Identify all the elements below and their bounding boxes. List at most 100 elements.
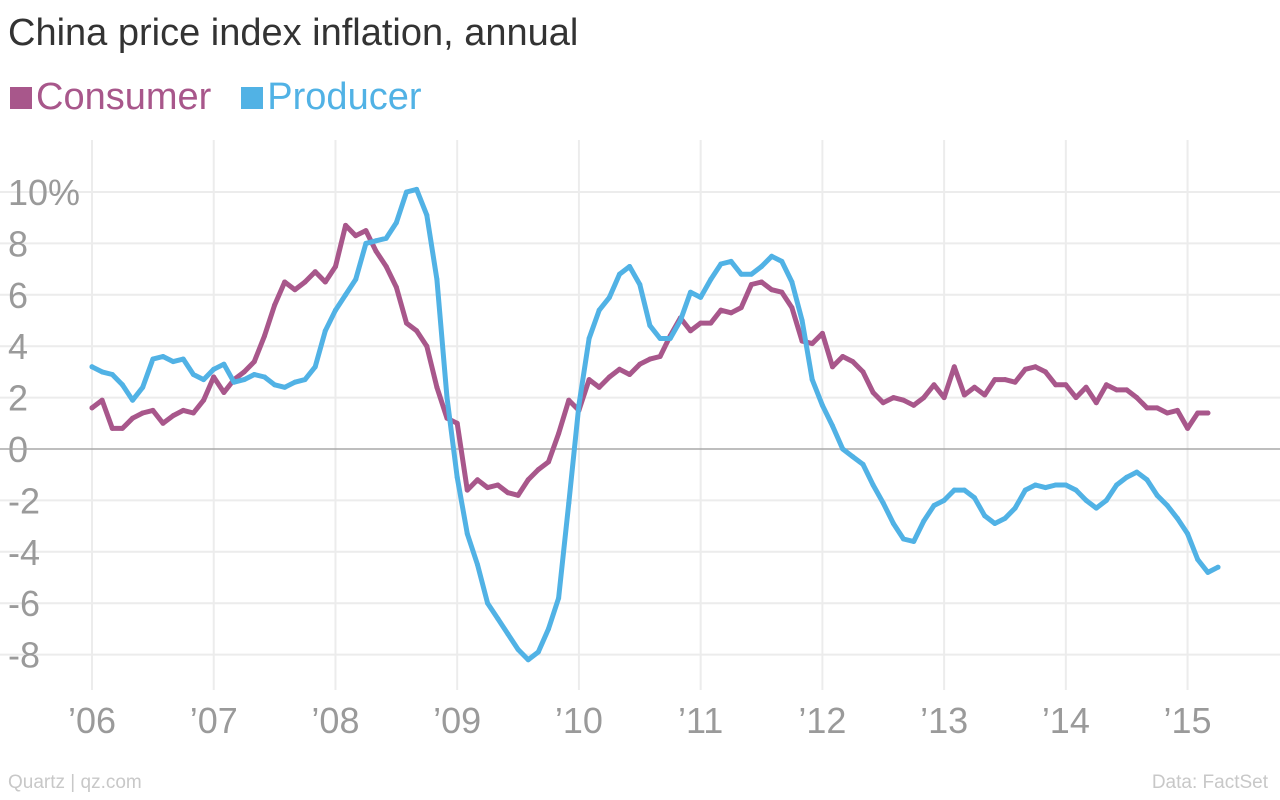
legend: Consumer Producer	[10, 76, 452, 119]
data-point-producer	[809, 377, 815, 383]
data-point-producer	[779, 258, 785, 264]
data-point-producer	[1215, 564, 1221, 570]
x-tick-label: ’14	[1042, 700, 1090, 741]
data-point-consumer	[211, 374, 217, 380]
data-point-producer	[1103, 497, 1109, 503]
data-point-producer	[718, 261, 724, 267]
legend-label-consumer: Consumer	[36, 76, 212, 118]
data-point-producer	[850, 454, 856, 460]
data-point-consumer	[769, 287, 775, 293]
data-point-consumer	[119, 425, 125, 431]
data-point-producer	[1195, 557, 1201, 562]
data-point-consumer	[373, 248, 379, 254]
data-point-producer	[424, 212, 430, 218]
data-point-producer	[819, 402, 825, 408]
y-tick-label: -6	[8, 583, 40, 624]
data-point-producer	[1164, 503, 1170, 508]
data-point-consumer	[140, 410, 146, 416]
x-tick-label: ’06	[68, 700, 116, 741]
data-point-consumer	[647, 356, 653, 362]
data-point-consumer	[1174, 407, 1180, 413]
data-point-producer	[180, 356, 186, 362]
data-point-consumer	[850, 359, 856, 365]
data-point-consumer	[890, 395, 896, 401]
data-point-producer	[1073, 487, 1079, 493]
data-point-producer	[830, 423, 835, 429]
data-point-consumer	[180, 407, 186, 413]
data-point-producer	[99, 369, 105, 375]
data-point-producer	[333, 307, 338, 313]
source-credit: Quartz | qz.com	[8, 772, 142, 793]
data-point-consumer	[485, 485, 491, 491]
data-point-producer	[972, 495, 977, 501]
data-point-producer	[941, 497, 947, 503]
data-point-producer	[353, 276, 359, 282]
data-point-producer	[951, 487, 957, 493]
data-point-producer	[211, 366, 217, 372]
data-point-producer	[1185, 531, 1191, 537]
data-point-producer	[140, 384, 146, 390]
data-point-producer	[434, 276, 440, 282]
x-tick-label: ’12	[798, 700, 846, 741]
data-point-producer	[799, 318, 805, 323]
data-point-producer	[302, 377, 308, 383]
data-point-consumer	[515, 492, 521, 498]
data-point-producer	[901, 536, 906, 542]
data-point-consumer	[99, 397, 105, 403]
data-point-consumer	[170, 413, 176, 419]
data-point-producer	[312, 364, 318, 370]
data-point-producer	[1002, 515, 1008, 521]
data-point-producer	[576, 402, 582, 408]
data-point-producer	[373, 238, 379, 244]
data-point-producer	[617, 271, 622, 277]
data-point-producer	[1083, 497, 1089, 503]
data-point-consumer	[505, 490, 511, 496]
data-point-consumer	[89, 405, 95, 411]
data-point-producer	[475, 562, 480, 568]
data-point-producer	[241, 377, 247, 383]
data-point-producer	[911, 539, 917, 544]
data-point-producer	[748, 271, 754, 277]
data-point-producer	[566, 500, 572, 506]
data-point-producer	[759, 264, 764, 269]
data-point-producer	[1032, 482, 1038, 488]
data-point-consumer	[789, 305, 795, 311]
data-point-producer	[1205, 569, 1211, 575]
data-point-consumer	[982, 392, 988, 398]
data-point-producer	[1063, 482, 1069, 488]
data-point-producer	[627, 264, 633, 269]
data-point-consumer	[941, 395, 947, 401]
data-point-producer	[1093, 505, 1099, 511]
data-point-consumer	[241, 369, 247, 375]
data-point-producer	[515, 647, 521, 652]
data-point-producer	[505, 631, 511, 637]
data-point-producer	[1012, 505, 1018, 511]
data-point-consumer	[596, 384, 602, 390]
data-point-consumer	[1022, 366, 1028, 372]
data-point-consumer	[830, 364, 835, 370]
data-point-consumer	[809, 341, 815, 347]
data-source: Data: FactSet	[1151, 772, 1268, 793]
data-point-consumer	[424, 343, 430, 349]
data-point-consumer	[1205, 410, 1211, 416]
data-point-consumer	[708, 320, 714, 326]
data-point-producer	[890, 521, 896, 526]
data-point-producer	[606, 294, 612, 300]
data-point-consumer	[627, 372, 633, 377]
data-point-consumer	[201, 397, 207, 403]
data-point-producer	[292, 379, 298, 385]
data-point-producer	[728, 258, 734, 264]
data-point-producer	[738, 271, 744, 277]
data-point-consumer	[1063, 382, 1069, 388]
y-tick-label: 4	[8, 326, 28, 367]
x-tick-label: ’08	[311, 700, 359, 741]
data-point-consumer	[961, 392, 967, 398]
data-point-producer	[870, 482, 876, 488]
y-tick-label: -4	[8, 532, 40, 573]
x-tick-label: ’11	[678, 700, 723, 741]
data-point-consumer	[911, 402, 917, 408]
grid	[0, 140, 1280, 690]
data-point-consumer	[272, 302, 278, 308]
data-point-producer	[160, 354, 166, 359]
